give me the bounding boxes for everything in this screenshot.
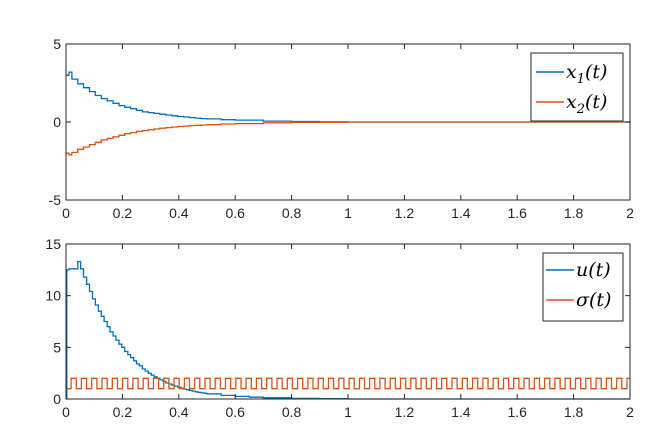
panel-2-legend-box xyxy=(542,252,624,322)
x-tick-label: 1.2 xyxy=(395,404,415,420)
series-line-u xyxy=(66,260,630,400)
x-tick-label: 0.8 xyxy=(282,404,302,420)
x-tick-label: 1.2 xyxy=(395,205,415,221)
panel-1-y-tick-labels: -5 0 5 xyxy=(49,36,62,208)
x-tick-label: 1.6 xyxy=(507,205,527,221)
y-tick-label: 0 xyxy=(53,391,61,407)
legend-label-u: u(t) xyxy=(576,259,611,281)
y-tick-label: -5 xyxy=(49,192,62,208)
x-tick-label: 0.2 xyxy=(113,404,133,420)
series-line-σ xyxy=(66,377,630,390)
y-tick-label: 15 xyxy=(45,236,61,252)
panel-2-y-tick-labels: 0 5 10 15 xyxy=(45,236,61,407)
x-tick-label: 1.8 xyxy=(564,404,584,420)
panel-input-switching: 0 0.2 0.4 0.6 0.8 1 1.2 1.4 1.6 1.8 2 0 5 10 15 u(t) … xyxy=(45,236,634,420)
legend-label-x2: x2(t) xyxy=(566,91,607,117)
panel-1-series xyxy=(66,71,630,156)
y-tick-label: 5 xyxy=(53,36,61,52)
legend-label-x1: x1(t) xyxy=(566,61,607,87)
panel-2-legend: u(t) σ(t) xyxy=(542,252,624,322)
panel-2-tick-marks xyxy=(65,243,631,400)
panel-2-x-tick-labels: 0 0.2 0.4 0.6 0.8 1 1.2 1.4 1.6 1.8 2 xyxy=(62,404,634,420)
x-tick-label: 0 xyxy=(62,205,70,221)
x-tick-label: 1 xyxy=(344,205,352,221)
panel-state-trajectories: 0 0.2 0.4 0.6 0.8 1 1.2 1.4 1.6 1.8 2 -505 x1(t) x… xyxy=(49,36,635,221)
x-tick-label: 0.8 xyxy=(282,205,302,221)
series-line-x2 xyxy=(66,121,630,156)
y-tick-label: 10 xyxy=(45,288,61,304)
x-tick-label: 2 xyxy=(626,404,634,420)
x-tick-label: 1.4 xyxy=(451,205,471,221)
x-tick-label: 0 xyxy=(62,404,70,420)
panel-1-x-tick-labels: 0 0.2 0.4 0.6 0.8 1 1.2 1.4 1.6 1.8 2 xyxy=(62,205,634,221)
y-tick-label: 0 xyxy=(53,114,61,130)
x-tick-label: 1.8 xyxy=(564,205,584,221)
panel-1-legend: x1(t) x2(t) xyxy=(530,52,624,122)
x-tick-label: 0.4 xyxy=(169,404,189,420)
x-tick-label: 1 xyxy=(344,404,352,420)
x-tick-label: 0.6 xyxy=(225,205,245,221)
x-tick-label: 0.6 xyxy=(225,404,245,420)
y-tick-label: 5 xyxy=(53,339,61,355)
panel-2-series xyxy=(66,260,630,400)
x-tick-label: 0.2 xyxy=(113,205,133,221)
x-tick-label: 1.6 xyxy=(507,404,527,420)
panel-1-legend-box xyxy=(530,52,624,122)
legend-label-sigma: σ(t) xyxy=(576,289,611,311)
panel-1-tick-marks xyxy=(65,43,631,201)
x-tick-label: 0.4 xyxy=(169,205,189,221)
series-line-x1 xyxy=(66,71,630,123)
x-tick-label: 1.4 xyxy=(451,404,471,420)
x-tick-label: 2 xyxy=(626,205,634,221)
